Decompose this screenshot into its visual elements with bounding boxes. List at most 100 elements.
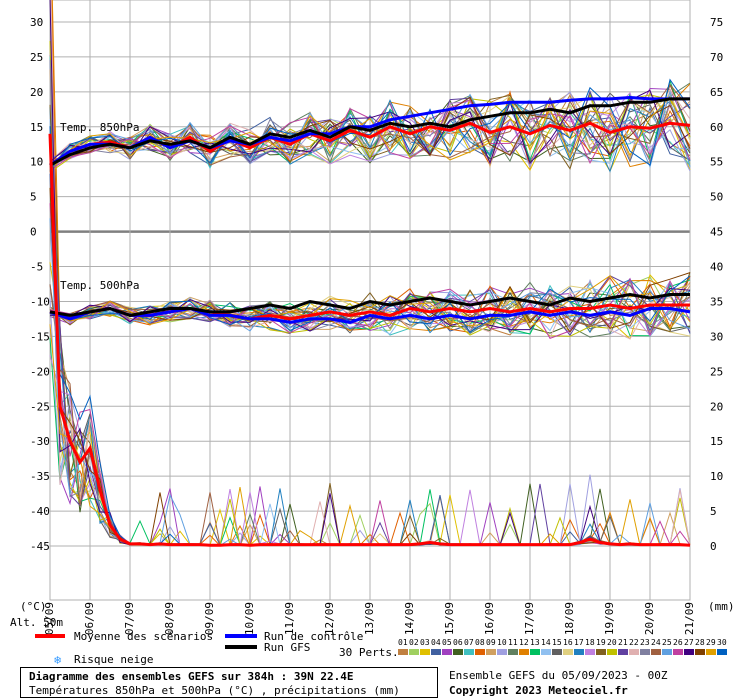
perturbation-number: 18	[585, 638, 595, 647]
x-tick-label: 16/09	[483, 602, 496, 635]
x-tick-label: 14/09	[403, 602, 416, 635]
perturbation-t850	[49, 89, 691, 168]
x-tick-label: 19/09	[603, 602, 616, 635]
footer-ensemble: Ensemble GEFS du 05/09/2023 - 00Z	[449, 669, 668, 682]
left-tick-label: -35	[30, 470, 50, 483]
perturbation-number: 24	[651, 638, 661, 647]
right-tick-label: 55	[710, 156, 723, 169]
perturbation-t500	[49, 275, 691, 330]
perturbation-number: 09	[486, 638, 496, 647]
perturbation-swatch	[431, 649, 441, 655]
right-tick-label: 0	[710, 540, 717, 553]
perturbation-number: 25	[662, 638, 672, 647]
perturbation-number: 29	[706, 638, 716, 647]
left-tick-label: -10	[30, 295, 50, 308]
annotation-t500: Temp. 500hPa	[60, 279, 139, 292]
altitude-label: Alt. 50m	[10, 616, 63, 629]
right-tick-label: 50	[710, 191, 723, 204]
perturbation-swatch	[497, 649, 507, 655]
perturbation-number: 22	[629, 638, 639, 647]
perturbation-swatch	[541, 649, 551, 655]
perturbation-swatch	[475, 649, 485, 655]
right-tick-label: 60	[710, 121, 723, 134]
perturbation-number: 23	[640, 638, 650, 647]
perturbation-swatch	[640, 649, 650, 655]
perturbation-number: 04	[431, 638, 441, 647]
left-tick-label: -40	[30, 505, 50, 518]
x-tick-label: 09/09	[203, 602, 216, 635]
right-tick-label: 75	[710, 16, 723, 29]
left-tick-label: 15	[30, 121, 43, 134]
perturbation-swatch	[695, 649, 705, 655]
main-series	[48, 95, 691, 547]
perturbation-swatch	[453, 649, 463, 655]
series-t850-gfs	[49, 97, 690, 167]
right-tick-label: 20	[710, 400, 723, 413]
perturbation-number: 12	[519, 638, 529, 647]
perturbation-swatch	[651, 649, 661, 655]
left-tick-label: -20	[30, 365, 50, 378]
perturbation-swatch	[717, 649, 727, 655]
chart-title: Diagramme des ensembles GEFS sur 384h : …	[29, 670, 354, 683]
x-tick-label: 05/09	[43, 602, 56, 635]
series-t500-gfs	[49, 292, 690, 317]
perturbation-number: 13	[530, 638, 540, 647]
x-tick-label: 15/09	[443, 602, 456, 635]
perturbation-number: 14	[541, 638, 551, 647]
perturbation-number: 21	[618, 638, 628, 647]
perturbation-swatch	[486, 649, 496, 655]
legend-gfs-label: Run GFS	[264, 641, 311, 654]
legend-control-line	[225, 634, 257, 638]
perturbation-swatch	[519, 649, 529, 655]
perturbation-swatch	[706, 649, 716, 655]
x-tick-label: 10/09	[243, 602, 256, 635]
right-tick-label: 5	[710, 505, 717, 518]
perturbation-swatch	[530, 649, 540, 655]
footer-copyright: Copyright 2023 Meteociel.fr	[449, 684, 628, 697]
chart-subtitle: Températures 850hPa et 500hPa (°C) , pré…	[29, 684, 400, 697]
perturbation-number: 15	[552, 638, 562, 647]
right-tick-label: 35	[710, 295, 723, 308]
x-tick-label: 06/09	[83, 602, 96, 635]
legend-mean-label: Moyenne des scénarios	[74, 630, 214, 643]
legend-mean-line	[35, 634, 65, 638]
perturbation-swatch	[508, 649, 518, 655]
annotation-t850: Temp. 850hPa	[60, 121, 139, 134]
right-tick-label: 65	[710, 86, 723, 99]
perturbation-swatch	[662, 649, 672, 655]
perturbation-number: 28	[695, 638, 705, 647]
left-tick-label: -5	[30, 261, 43, 274]
left-tick-label: 25	[30, 51, 43, 64]
perturbation-number: 03	[420, 638, 430, 647]
legend-gfs-line	[225, 645, 257, 649]
legend-snow-label: Risque neige	[74, 653, 154, 666]
perturbation-number: 27	[684, 638, 694, 647]
left-tick-label: 0	[30, 226, 37, 239]
perturbation-swatch	[552, 649, 562, 655]
right-tick-label: 30	[710, 330, 723, 343]
perturbation-number: 06	[453, 638, 463, 647]
x-tick-label: 12/09	[323, 602, 336, 635]
perturbation-swatch	[574, 649, 584, 655]
right-axis-unit: (mm)	[708, 600, 735, 613]
right-tick-label: 25	[710, 365, 723, 378]
perturbation-swatch	[420, 649, 430, 655]
title-box: Diagramme des ensembles GEFS sur 384h : …	[20, 667, 438, 698]
left-tick-label: 30	[30, 16, 43, 29]
x-tick-label: 08/09	[163, 602, 176, 635]
perturbation-swatch	[442, 649, 452, 655]
perturbation-swatch	[464, 649, 474, 655]
series-precip-mean	[48, 133, 691, 547]
left-tick-label: -15	[30, 330, 50, 343]
perturbation-number: 16	[563, 638, 573, 647]
series-t500-control	[49, 306, 691, 324]
perturbation-swatch	[673, 649, 683, 655]
right-tick-label: 45	[710, 226, 723, 239]
x-tick-label: 21/09	[683, 602, 696, 635]
perturbation-number: 05	[442, 638, 452, 647]
perturbation-number: 30	[717, 638, 727, 647]
right-tick-label: 70	[710, 51, 723, 64]
perturbation-swatch	[398, 649, 408, 655]
